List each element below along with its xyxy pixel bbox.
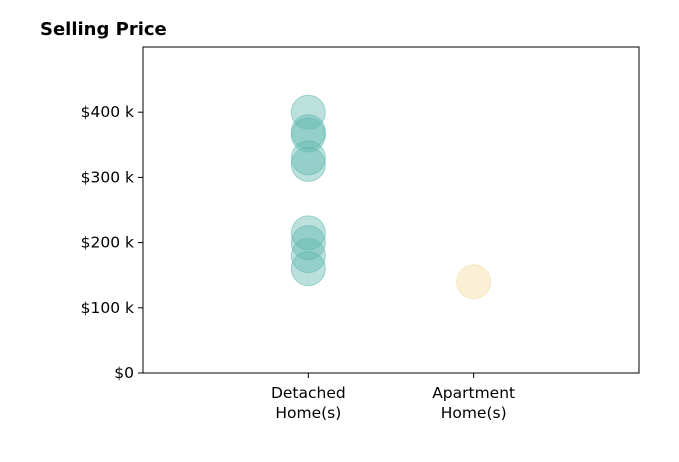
x-axis: Detached Home(s) Apartment Home(s) xyxy=(271,373,515,422)
scatter-point xyxy=(456,264,492,300)
y-axis: $0 $100 k $200 k $300 k $400 k xyxy=(81,103,143,382)
x-tick-label: Apartment Home(s) xyxy=(432,384,515,422)
x-tick-label: Detached Home(s) xyxy=(271,384,346,422)
scatter-point xyxy=(290,146,326,182)
y-tick-label: $0 xyxy=(114,364,134,382)
scatter-point xyxy=(290,238,326,274)
scatter-point xyxy=(290,251,326,287)
y-tick-label: $300 k xyxy=(81,168,134,186)
scatter-point xyxy=(290,225,326,261)
y-tick-label: $400 k xyxy=(81,103,134,121)
y-tick-label: $200 k xyxy=(81,234,134,252)
marks-layer xyxy=(290,94,492,300)
chart-title: Selling Price xyxy=(40,19,167,40)
y-tick-label: $100 k xyxy=(81,299,134,317)
plot-area-frame xyxy=(142,46,640,374)
